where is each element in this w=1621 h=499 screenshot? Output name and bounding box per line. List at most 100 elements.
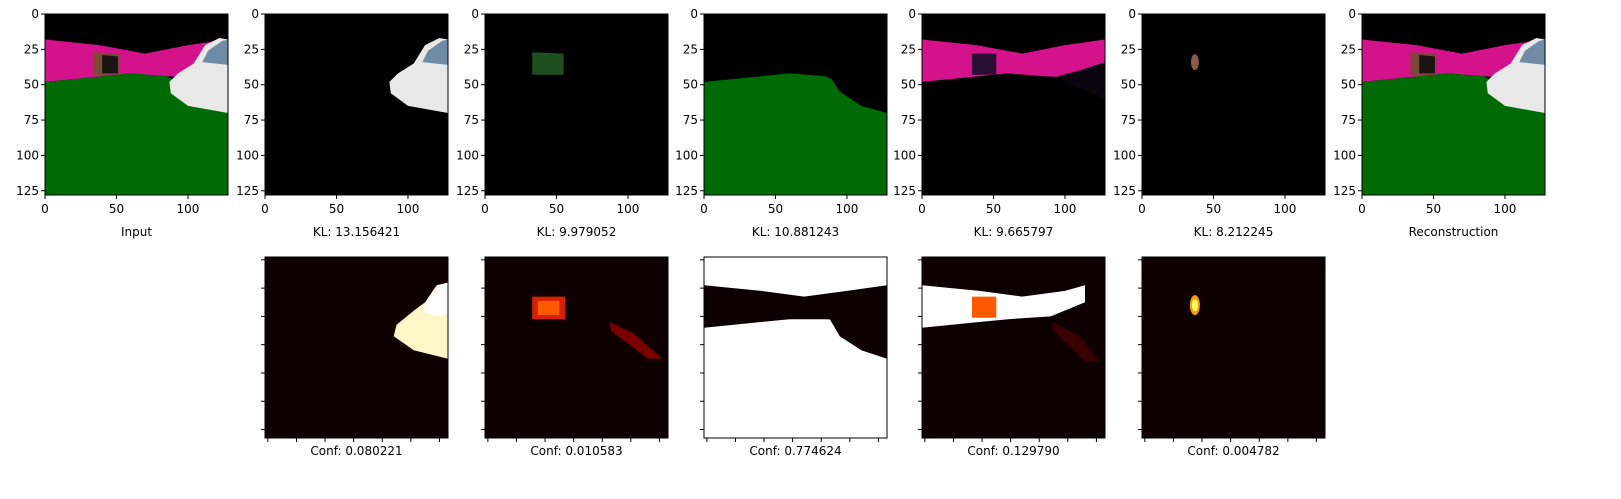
- y-tick-label: 0: [251, 7, 259, 21]
- y-tick-label: 25: [1121, 42, 1136, 56]
- car-window: [1519, 39, 1545, 65]
- y-tick-label: 0: [690, 7, 698, 21]
- panel-frame: [484, 256, 669, 439]
- wall-region: [922, 39, 1105, 82]
- panel-caption: Conf: 0.080221: [310, 444, 402, 458]
- car-window: [202, 39, 228, 65]
- image-panel-2: 0 50 100 0 25 50 75 100 125 KL: 13.156421: [236, 7, 449, 239]
- ground-confidence: [704, 257, 887, 438]
- image-panel-1: 0 50 100 0 25 50 75 100 125 Input: [16, 7, 229, 239]
- car-dark-region: [829, 319, 887, 359]
- x-tick-label: 0: [918, 202, 926, 216]
- panel-caption: KL: 8.212245: [1194, 225, 1274, 239]
- panel-caption: KL: 13.156421: [313, 225, 400, 239]
- image-panel-6: 0 50 100 0 25 50 75 100 125 KL: 8.212245: [1113, 7, 1326, 239]
- small-object: [1190, 54, 1199, 71]
- ground-region: [1362, 73, 1545, 195]
- y-tick-label: 50: [1341, 78, 1356, 92]
- y-tick-label: 25: [464, 42, 479, 56]
- x-tick-label: 100: [397, 202, 420, 216]
- panel-frame: [921, 13, 1106, 196]
- y-tick-label: 100: [893, 148, 916, 162]
- x-tick-label: 0: [261, 202, 269, 216]
- y-tick-label: 125: [893, 184, 916, 198]
- x-tick-label: 100: [177, 202, 200, 216]
- x-tick-label: 100: [617, 202, 640, 216]
- panel-frame: [1141, 256, 1326, 439]
- panel-caption: Reconstruction: [1409, 225, 1499, 239]
- y-tick-label: 50: [244, 78, 259, 92]
- x-tick-label: 0: [481, 202, 489, 216]
- panel-caption: KL: 9.665797: [974, 225, 1054, 239]
- y-tick-label: 125: [1113, 184, 1136, 198]
- y-tick-label: 125: [16, 184, 39, 198]
- panels: 0 50 100 0 25 50 75 100 125 Input 0 50 100 0 25 50 75 100…: [16, 7, 1546, 458]
- image-panel-3: 0 50 100 0 25 50 75 100 125 KL: 9.979052: [456, 7, 669, 239]
- x-tick-label: 50: [986, 202, 1001, 216]
- image-panel-5: 0 50 100 0 25 50 75 100 125 KL: 9.665797: [893, 7, 1106, 239]
- y-tick-label: 100: [1113, 148, 1136, 162]
- box-confidence-core: [537, 300, 560, 315]
- panel-caption: KL: 9.979052: [537, 225, 617, 239]
- heatmap-background: [1142, 257, 1325, 438]
- x-tick-label: 50: [1206, 202, 1221, 216]
- image-panel-7: 0 50 100 0 25 50 75 100 125 Reconstruction: [1333, 7, 1546, 239]
- confidence-panel-4: Conf: 0.129790: [918, 256, 1106, 458]
- panel-frame: [1361, 13, 1546, 196]
- y-tick-label: 75: [1341, 113, 1356, 127]
- panel-frame: [921, 256, 1106, 439]
- y-tick-label: 25: [901, 42, 916, 56]
- x-tick-label: 100: [836, 202, 859, 216]
- ground-region: [45, 73, 228, 195]
- panel-caption: Conf: 0.774624: [749, 444, 841, 458]
- y-tick-label: 100: [1333, 148, 1356, 162]
- car-window: [422, 39, 448, 65]
- y-tick-label: 50: [1121, 78, 1136, 92]
- y-tick-label: 75: [244, 113, 259, 127]
- x-tick-label: 50: [1426, 202, 1441, 216]
- panel-frame: [703, 256, 888, 439]
- y-tick-label: 50: [24, 78, 39, 92]
- image-panel-4: 0 50 100 0 25 50 75 100 125 KL: 10.881243: [675, 7, 888, 239]
- wall-shadow: [1057, 62, 1105, 99]
- panel-frame: [703, 13, 888, 196]
- panel-frame: [484, 13, 669, 196]
- confidence-panel-2: Conf: 0.010583: [481, 256, 669, 458]
- panel-caption: Input: [121, 225, 152, 239]
- x-tick-label: 100: [1274, 202, 1297, 216]
- image-background: [922, 14, 1105, 195]
- x-tick-label: 50: [768, 202, 783, 216]
- car-confidence-core: [422, 282, 448, 317]
- y-tick-label: 125: [456, 184, 479, 198]
- confidence-panel-5: Conf: 0.004782: [1138, 256, 1326, 458]
- y-tick-label: 50: [683, 78, 698, 92]
- y-tick-label: 100: [16, 148, 39, 162]
- box-confidence: [972, 296, 997, 318]
- confidence-panel-1: Conf: 0.080221: [261, 256, 449, 458]
- y-tick-label: 25: [24, 42, 39, 56]
- car-confidence: [1053, 322, 1100, 362]
- wall-dark-band: [704, 285, 887, 328]
- ground-region: [704, 73, 887, 195]
- y-tick-label: 100: [236, 148, 259, 162]
- image-background: [1142, 14, 1325, 195]
- x-tick-label: 0: [1138, 202, 1146, 216]
- x-tick-label: 0: [1358, 202, 1366, 216]
- image-background: [485, 14, 668, 195]
- x-tick-label: 0: [700, 202, 708, 216]
- y-tick-label: 75: [901, 113, 916, 127]
- y-tick-label: 0: [908, 7, 916, 21]
- car-confidence: [609, 322, 663, 359]
- small-object-confidence-core: [1191, 299, 1198, 312]
- panel-caption: Conf: 0.004782: [1187, 444, 1279, 458]
- y-tick-label: 25: [683, 42, 698, 56]
- wall-confidence: [922, 285, 1085, 328]
- y-tick-label: 75: [683, 113, 698, 127]
- ground-cutout: [829, 76, 887, 113]
- x-tick-label: 100: [1054, 202, 1077, 216]
- y-tick-label: 0: [31, 7, 39, 21]
- x-tick-label: 100: [1494, 202, 1517, 216]
- y-tick-label: 125: [675, 184, 698, 198]
- panel-frame: [264, 13, 449, 196]
